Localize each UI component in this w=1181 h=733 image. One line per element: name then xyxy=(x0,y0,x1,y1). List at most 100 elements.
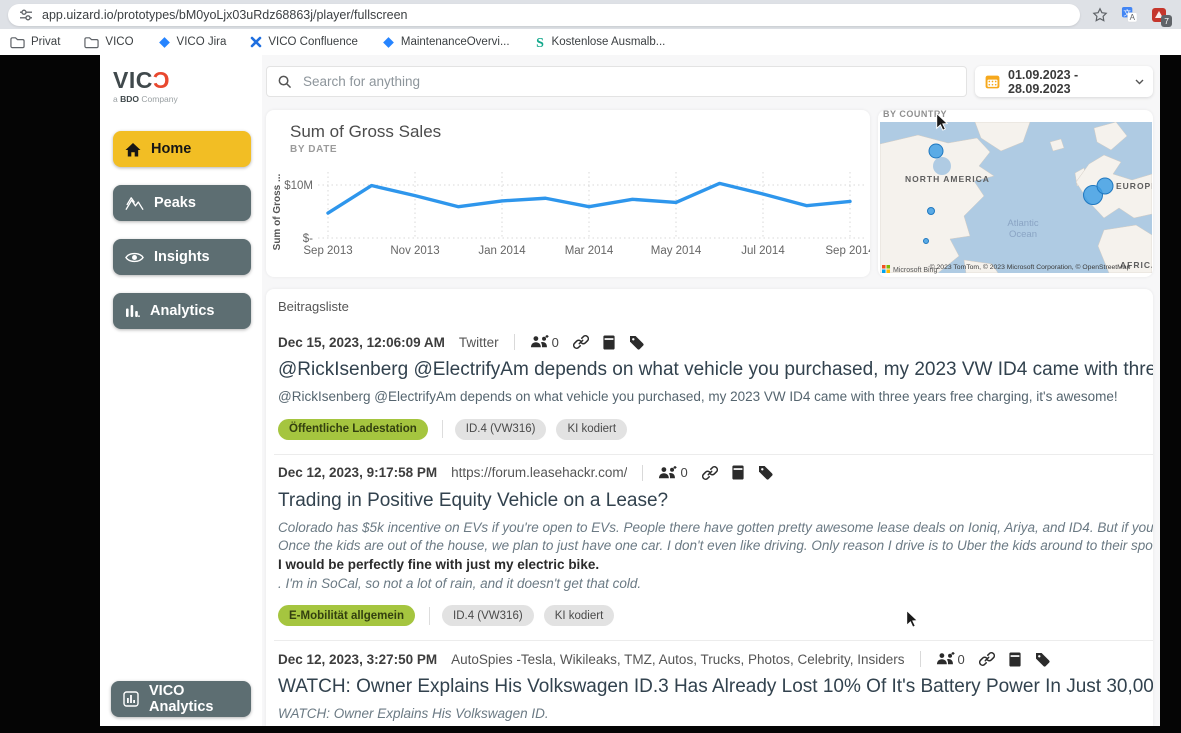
post-item[interactable]: Dec 12, 2023, 3:27:50 PM AutoSpies -Tesla… xyxy=(274,641,1153,726)
home-icon xyxy=(125,142,141,157)
link-icon[interactable] xyxy=(701,465,718,481)
date-range-picker[interactable]: 01.09.2023 - 28.09.2023 xyxy=(975,66,1153,97)
confluence-x-icon xyxy=(250,36,262,48)
post-actions: 0 xyxy=(936,651,1050,667)
post-item[interactable]: Dec 15, 2023, 12:06:09 AM Twitter 0 @RickIs… xyxy=(274,324,1153,455)
posts-card: Beitragsliste Dec 15, 2023, 12:06:09 AM T… xyxy=(266,289,1153,726)
map-region-label: NORTH AMERICA xyxy=(905,174,990,184)
extension-icon[interactable]: 7 xyxy=(1151,7,1172,27)
vico-analytics-button[interactable]: VICO Analytics xyxy=(111,681,251,717)
bookmark-kostenlose-ausmalb-[interactable]: S Kostenlose Ausmalb... xyxy=(534,35,666,49)
bookmark-maintenanceovervi-[interactable]: MaintenanceOvervi... xyxy=(382,36,510,49)
x-tick-label: Jul 2014 xyxy=(741,245,785,257)
browser-toolbar: app.uizard.io/prototypes/bM0yoLjx03uRdz6… xyxy=(0,0,1181,29)
svg-text:A: A xyxy=(1130,13,1136,22)
bing-logo: Microsoft Bing xyxy=(882,265,937,274)
post-body-line: Colorado has $5k incentive on EVs if you… xyxy=(278,519,1153,535)
tag[interactable]: ID.4 (VW316) xyxy=(442,605,534,627)
post-body-line: I would be perfectly fine with just my e… xyxy=(278,556,600,572)
link-icon[interactable] xyxy=(978,651,995,667)
book-icon[interactable] xyxy=(603,335,615,350)
url-text: app.uizard.io/prototypes/bM0yoLjx03uRdz6… xyxy=(42,7,408,22)
bookmark-privat[interactable]: Privat xyxy=(10,36,60,49)
post-tags: E-Mobilität allgemein ID.4 (VW316) KI kodi… xyxy=(278,605,1153,627)
post-body-line: Once the kids are out of the house, we p… xyxy=(278,538,1153,554)
site-settings-icon[interactable] xyxy=(19,8,33,22)
link-icon[interactable] xyxy=(572,334,589,350)
post-body-line: . I'm in SoCal, so not a lot of rain, an… xyxy=(278,575,642,591)
bookmark-label: VICO xyxy=(105,36,134,48)
map-landmasses xyxy=(880,122,1152,273)
folder-icon xyxy=(84,36,100,49)
map-bubble-canada[interactable] xyxy=(928,143,944,159)
widgets-row: Sum of Gross Sales BY DATE Sep 2013 Nov 2… xyxy=(266,110,1153,277)
main-content: 01.09.2023 - 28.09.2023 Sum of Gross Sal… xyxy=(262,55,1160,726)
tag-icon[interactable] xyxy=(1035,652,1050,667)
post-title[interactable]: WATCH: Owner Explains His Volkswagen ID.… xyxy=(278,676,1153,698)
map-label: BY COUNTRY xyxy=(883,110,948,119)
jira-diamond-icon xyxy=(158,36,171,49)
tag-icon[interactable] xyxy=(629,335,644,350)
tag[interactable]: KI kodiert xyxy=(556,418,628,440)
sidebar-item-label: Analytics xyxy=(150,303,215,319)
groups-icon xyxy=(936,652,955,666)
post-date: Dec 12, 2023, 9:17:58 PM xyxy=(278,465,438,481)
map-bubble-mexico[interactable] xyxy=(923,238,929,244)
tag[interactable]: ID.4 (VW316) xyxy=(454,418,547,440)
post-body-line: @RickIsenberg @ElectrifyAm depends on wh… xyxy=(278,389,1118,404)
bookmark-vico[interactable]: VICO xyxy=(84,36,134,49)
reach-counter[interactable]: 0 xyxy=(658,465,688,481)
bookmark-vico-jira[interactable]: VICO Jira xyxy=(158,36,227,49)
address-bar[interactable]: app.uizard.io/prototypes/bM0yoLjx03uRdz6… xyxy=(8,3,1080,26)
sidebar-item-peaks[interactable]: Peaks xyxy=(113,185,251,221)
sidebar-item-analytics[interactable]: Analytics xyxy=(113,293,251,329)
post-body-line: WATCH: Owner Explains His Volkswagen ID. xyxy=(278,706,549,722)
bookmark-star-icon[interactable] xyxy=(1092,6,1108,23)
meta-divider xyxy=(513,334,515,350)
line-chart: Sep 2013 Nov 2013 Jan 2014 Mar 2014 May 2014… xyxy=(272,172,870,257)
sidebar-nav: Home Peaks Insights Analytics xyxy=(113,131,251,329)
y-axis-label: Sum of Gross ... xyxy=(272,173,283,250)
map-bubble-germany[interactable] xyxy=(1096,177,1114,195)
tag-primary[interactable]: Öffentliche Ladestation xyxy=(278,418,428,440)
extension-badge: 7 xyxy=(1161,15,1172,27)
bookmark-label: VICO Jira xyxy=(176,36,227,48)
search-input[interactable] xyxy=(301,73,956,90)
tag-primary[interactable]: E-Mobilität allgemein xyxy=(278,605,416,627)
book-icon[interactable] xyxy=(1009,652,1021,667)
post-title[interactable]: @RickIsenberg @ElectrifyAm depends on wh… xyxy=(278,359,1153,380)
svg-text:Microsoft Bing: Microsoft Bing xyxy=(893,267,937,274)
chevron-down-icon xyxy=(1135,79,1144,85)
reach-counter[interactable]: 0 xyxy=(936,652,965,667)
sidebar-item-insights[interactable]: Insights xyxy=(113,239,251,275)
sidebar: VICƆ a BDO Company Home Peaks Insights Anal… xyxy=(100,55,262,726)
search-bar[interactable] xyxy=(266,66,967,97)
post-source: AutoSpies -Tesla, Wikileaks, TMZ, Autos,… xyxy=(451,651,905,667)
bookmark-vico-confluence[interactable]: VICO Confluence xyxy=(250,36,358,48)
svg-text:S: S xyxy=(536,36,544,49)
meta-divider xyxy=(919,651,921,668)
book-icon[interactable] xyxy=(732,465,744,480)
bookmark-label: VICO Confluence xyxy=(268,36,358,48)
post-date: Dec 12, 2023, 3:27:50 PM xyxy=(278,651,438,667)
post-item[interactable]: Dec 12, 2023, 9:17:58 PM https://forum.le… xyxy=(274,455,1153,642)
tag-icon[interactable] xyxy=(758,465,773,480)
tag[interactable]: KI kodiert xyxy=(543,605,615,627)
sidebar-item-home[interactable]: Home xyxy=(113,131,251,167)
post-title[interactable]: Trading in Positive Equity Vehicle on a … xyxy=(278,489,669,511)
reach-counter[interactable]: 0 xyxy=(530,335,559,350)
y-tick-label: $10M xyxy=(284,180,313,192)
x-tick-label: Jan 2014 xyxy=(478,245,526,257)
country-map-card[interactable]: BY COUNTRY xyxy=(878,110,1153,277)
map-bubble-us[interactable] xyxy=(927,207,935,215)
posts-heading: Beitragsliste xyxy=(278,299,349,314)
gross-sales-chart-card[interactable]: Sum of Gross Sales BY DATE Sep 2013 Nov 2… xyxy=(266,110,870,277)
x-tick-label: Sep 2014 xyxy=(825,245,870,257)
sidebar-item-label: Insights xyxy=(154,249,210,265)
reach-count: 0 xyxy=(680,465,688,481)
post-body: @RickIsenberg @ElectrifyAm depends on wh… xyxy=(278,388,1153,407)
logo-tagline: a BDO Company xyxy=(113,94,178,104)
